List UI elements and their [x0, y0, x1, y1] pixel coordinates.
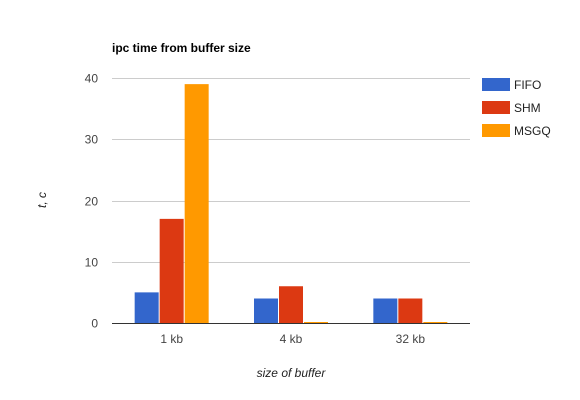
x-tick-label: 1 kb	[160, 332, 183, 346]
legend-swatch-msgq	[482, 124, 510, 137]
bar-fifo-1	[134, 292, 159, 323]
legend-swatch-shm	[482, 101, 510, 114]
y-tick-label: 20	[85, 195, 99, 209]
y-tick-label: 40	[85, 72, 99, 86]
y-tick-label: 0	[91, 317, 98, 331]
legend-label-shm: SHM	[514, 101, 541, 115]
y-tick-label: 10	[85, 256, 99, 270]
bar-fifo-3	[373, 298, 398, 323]
y-tick-label: 30	[85, 133, 99, 147]
x-axis-ticks: 1 kb 4 kb 32 kb	[160, 332, 425, 346]
legend-label-fifo: FIFO	[514, 78, 541, 92]
legend-swatch-fifo	[482, 78, 510, 91]
chart-title: ipc time from buffer size	[112, 41, 251, 55]
bar-fifo-2	[254, 298, 278, 323]
legend-label-msgq: MSGQ	[514, 124, 551, 138]
legend: FIFO SHM MSGQ	[482, 78, 551, 138]
gridlines	[112, 78, 470, 263]
x-tick-label: 4 kb	[280, 332, 303, 346]
bar-msgq-1	[184, 84, 209, 323]
bars	[134, 84, 448, 323]
bar-shm-3	[398, 298, 423, 323]
bar-msgq-3	[423, 322, 448, 323]
bar-shm-2	[279, 286, 303, 323]
bar-msgq-2	[304, 322, 328, 323]
y-axis-ticks: 0 10 20 30 40	[85, 72, 99, 331]
x-tick-label: 32 kb	[396, 332, 426, 346]
x-axis-label: size of buffer	[257, 366, 327, 380]
y-axis-label: t, c	[35, 192, 49, 208]
bar-shm-1	[159, 218, 184, 323]
